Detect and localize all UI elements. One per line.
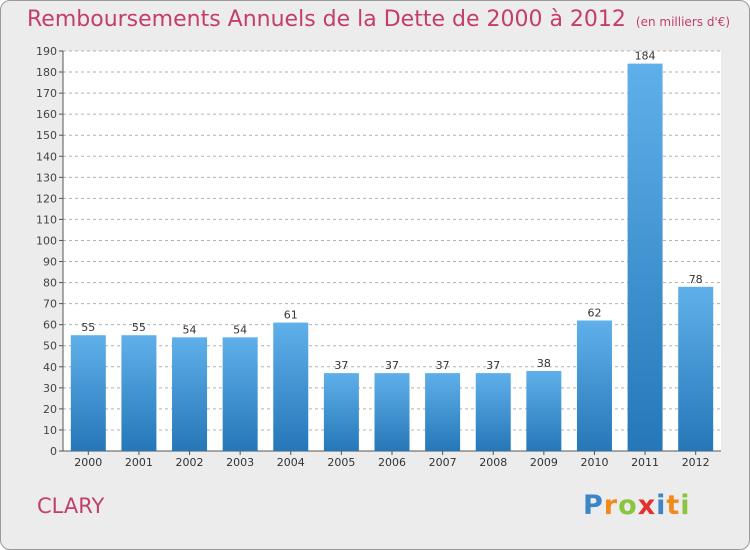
bar-2008 [475, 373, 511, 451]
x-tick-label-2010: 2010 [580, 456, 608, 469]
data-label-2002: 54 [183, 323, 197, 336]
bar-2010 [576, 320, 612, 451]
y-tick-label: 90 [43, 256, 57, 269]
x-tick-label-2012: 2012 [682, 456, 710, 469]
bar-2003 [222, 337, 258, 451]
y-tick-label: 140 [36, 150, 57, 163]
y-tick-label: 160 [36, 108, 57, 121]
y-tick-label: 120 [36, 192, 57, 205]
y-tick-label: 80 [43, 277, 57, 290]
y-tick-label: 60 [43, 319, 57, 332]
x-tick-label-2002: 2002 [176, 456, 204, 469]
x-tick-label-2011: 2011 [631, 456, 659, 469]
commune-name: CLARY [37, 494, 105, 518]
y-tick-label: 130 [36, 171, 57, 184]
bar-2004 [273, 322, 309, 451]
y-tick-label: 150 [36, 129, 57, 142]
y-tick-label: 20 [43, 403, 57, 416]
x-tick-label-2000: 2000 [74, 456, 102, 469]
data-label-2009: 38 [537, 357, 551, 370]
bar-2000 [70, 335, 106, 451]
data-label-2001: 55 [132, 321, 146, 334]
chart-title-text: Remboursements Annuels de la Dette de 20… [27, 7, 626, 32]
bar-2009 [526, 371, 562, 451]
logo-letter: r [603, 490, 619, 521]
y-tick-label: 190 [36, 45, 57, 58]
data-label-2012: 78 [689, 273, 703, 286]
data-label-2006: 37 [385, 359, 399, 372]
data-label-2000: 55 [81, 321, 95, 334]
x-tick-label-2009: 2009 [530, 456, 558, 469]
data-label-2010: 62 [587, 306, 601, 319]
logo-letter: x [637, 490, 657, 521]
x-tick-label-2007: 2007 [429, 456, 457, 469]
y-tick-label: 70 [43, 298, 57, 311]
logo-letter: i [680, 490, 691, 521]
bar-2002 [172, 337, 208, 451]
logo-letter: t [666, 490, 681, 521]
y-tick-label: 170 [36, 87, 57, 100]
y-tick-label: 10 [43, 424, 57, 437]
x-tick-label-2005: 2005 [327, 456, 355, 469]
y-tick-label: 100 [36, 234, 57, 247]
x-tick-label-2001: 2001 [125, 456, 153, 469]
data-label-2011: 184 [635, 50, 656, 63]
chart-unit: (en milliers d'€) [635, 15, 731, 29]
data-label-2007: 37 [436, 359, 450, 372]
data-label-2008: 37 [486, 359, 500, 372]
bar-2012 [678, 286, 714, 451]
bar-2011 [627, 63, 663, 451]
y-tick-label: 110 [36, 213, 57, 226]
y-tick-label: 40 [43, 361, 57, 374]
bar-2006 [374, 373, 410, 451]
y-tick-label: 0 [50, 445, 57, 458]
y-tick-label: 50 [43, 340, 57, 353]
x-tick-label-2003: 2003 [226, 456, 254, 469]
bar-2005 [323, 373, 359, 451]
x-tick-label-2004: 2004 [277, 456, 305, 469]
proxiti-logo: Proxiti [583, 490, 691, 521]
y-tick-label: 180 [36, 66, 57, 79]
x-tick-label-2006: 2006 [378, 456, 406, 469]
chart-title: Remboursements Annuels de la Dette de 20… [27, 7, 730, 32]
bar-2007 [425, 373, 461, 451]
logo-letter: o [618, 490, 638, 521]
data-label-2003: 54 [233, 323, 247, 336]
bar-2001 [121, 335, 157, 451]
x-tick-label-2008: 2008 [479, 456, 507, 469]
data-label-2005: 37 [334, 359, 348, 372]
y-tick-label: 30 [43, 382, 57, 395]
logo-letter: i [656, 490, 667, 521]
logo-letter: P [583, 490, 604, 521]
data-label-2004: 61 [284, 309, 298, 322]
